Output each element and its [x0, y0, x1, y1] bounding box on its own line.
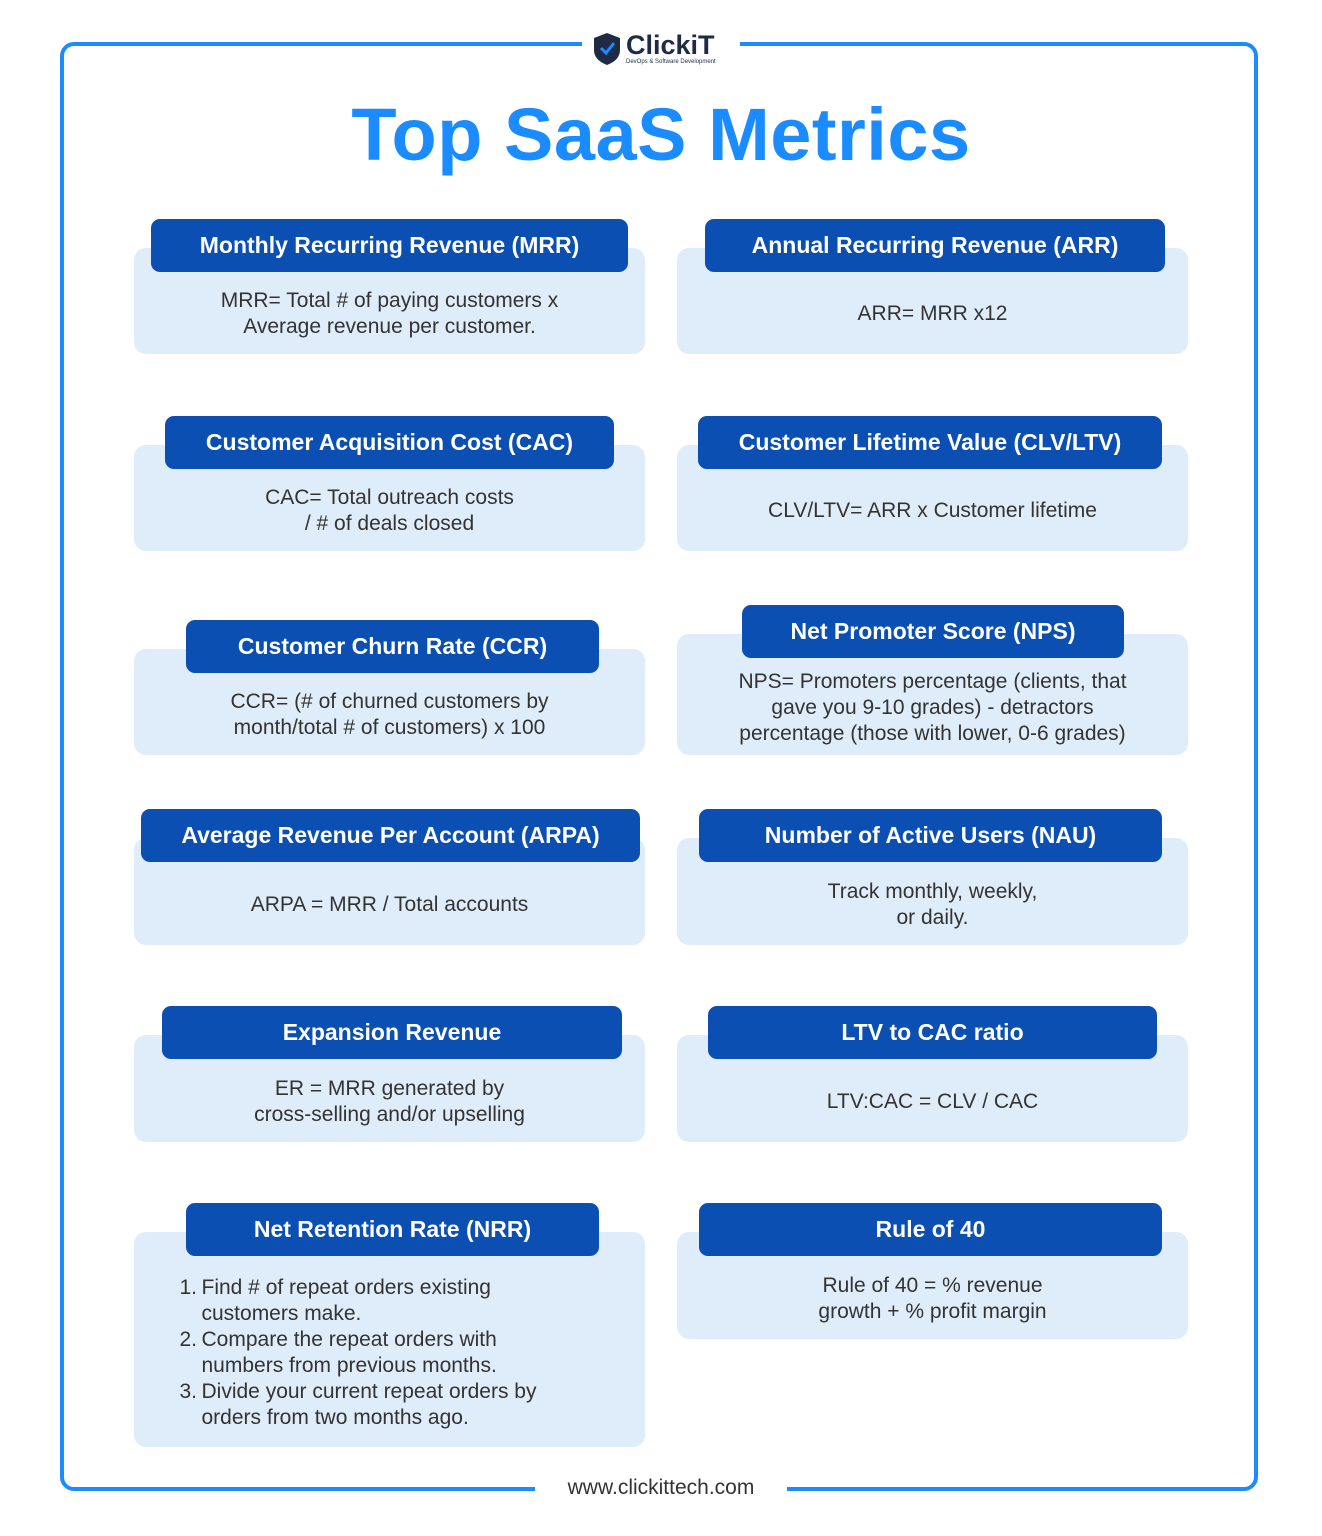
list-number: 1. — [179, 1275, 198, 1299]
card-title: Customer Lifetime Value (CLV/LTV) — [698, 416, 1162, 469]
logo-icon — [594, 33, 620, 65]
body-line: ARR= MRR x12 — [857, 302, 1008, 325]
card-body: 1. Find # of repeat orders existing custom… — [134, 1258, 645, 1447]
card-title: Expansion Revenue — [162, 1006, 622, 1059]
list-number: 2. — [179, 1327, 198, 1351]
card-title: Number of Active Users (NAU) — [699, 809, 1162, 862]
list-text: Compare the repeat orders with numbers fr… — [202, 1327, 497, 1379]
card-body: ARPA = MRR / Total accounts — [134, 864, 645, 945]
logo: ClickiT DevOps & Software Development — [582, 28, 740, 68]
card-title: LTV to CAC ratio — [708, 1006, 1157, 1059]
body-line: CAC= Total outreach costs — [265, 486, 514, 509]
page-title: Top SaaS Metrics — [351, 93, 971, 176]
body-line: gave you 9-10 grades) - detractors — [771, 695, 1094, 719]
card-title: Monthly Recurring Revenue (MRR) — [151, 219, 628, 272]
body-line: LTV:CAC = CLV / CAC — [826, 1089, 1039, 1113]
body-line: ER = MRR generated by — [274, 1076, 505, 1100]
body-line: growth + % profit margin — [818, 1299, 1047, 1323]
body-line: orders from two months ago. — [201, 1405, 469, 1429]
card-title: Customer Acquisition Cost (CAC) — [165, 416, 614, 469]
body-line: Rule of 40 = % revenue — [822, 1273, 1043, 1297]
card-body: ER = MRR generated by cross-selling and/o… — [134, 1061, 645, 1142]
footer-url: www.clickittech.com — [535, 1476, 787, 1500]
logo-tagline: DevOps & Software Development — [626, 59, 716, 65]
card-title: Rule of 40 — [699, 1203, 1162, 1256]
body-line: percentage (those with lower, 0-6 grades… — [739, 721, 1126, 745]
body-line: numbers from previous months. — [201, 1353, 497, 1377]
card-body: NPS= Promoters percentage (clients, that… — [677, 660, 1188, 755]
card-body: Track monthly, weekly, or daily. — [677, 864, 1188, 945]
list-number: 3. — [179, 1379, 198, 1403]
card-body: LTV:CAC = CLV / CAC — [677, 1061, 1188, 1142]
card-title: Net Retention Rate (NRR) — [186, 1203, 599, 1256]
body-line: or daily. — [896, 905, 969, 929]
list-text: Find # of repeat orders existing customer… — [202, 1275, 492, 1327]
card-title: Average Revenue Per Account (ARPA) — [141, 809, 640, 862]
body-line: CCR= (# of churned customers by — [230, 690, 549, 713]
body-line: MRR= Total # of paying customers x — [220, 289, 559, 312]
logo-text: ClickiT — [626, 30, 715, 60]
body-line: Average revenue per customer. — [243, 315, 536, 338]
card-body: CLV/LTV= ARR x Customer lifetime — [677, 471, 1188, 551]
card-title: Customer Churn Rate (CCR) — [186, 620, 599, 673]
card-body: CAC= Total outreach costs / # of deals cl… — [134, 471, 645, 551]
card-body: Rule of 40 = % revenue growth + % profit … — [677, 1258, 1188, 1339]
list-item: 3. Divide your current repeat orders by or… — [180, 1379, 600, 1431]
card-box — [134, 1232, 645, 1447]
body-line: Compare the repeat orders with — [201, 1327, 497, 1351]
body-line: cross-selling and/or upselling — [254, 1102, 525, 1126]
body-line: Find # of repeat orders existing — [201, 1275, 492, 1299]
list-item: 1. Find # of repeat orders existing custom… — [180, 1275, 600, 1327]
list-item: 2. Compare the repeat orders with numbers … — [180, 1327, 600, 1379]
body-line: CLV/LTV= ARR x Customer lifetime — [768, 499, 1097, 522]
body-line: ARPA = MRR / Total accounts — [250, 892, 529, 916]
body-line: Divide your current repeat orders by — [201, 1379, 537, 1403]
card-title: Net Promoter Score (NPS) — [742, 605, 1124, 658]
list-text: Divide your current repeat orders by orde… — [202, 1379, 537, 1431]
card-body: CCR= (# of churned customers by month/tot… — [134, 675, 645, 755]
body-line: month/total # of customers) x 100 — [233, 716, 546, 739]
card-body: ARR= MRR x12 — [677, 274, 1188, 354]
body-line: Track monthly, weekly, — [827, 879, 1038, 903]
card-title: Annual Recurring Revenue (ARR) — [705, 219, 1165, 272]
body-line: customers make. — [201, 1301, 362, 1325]
body-line: / # of deals closed — [304, 512, 475, 535]
body-line: NPS= Promoters percentage (clients, that — [738, 669, 1127, 693]
card-body: MRR= Total # of paying customers x Averag… — [134, 274, 645, 354]
